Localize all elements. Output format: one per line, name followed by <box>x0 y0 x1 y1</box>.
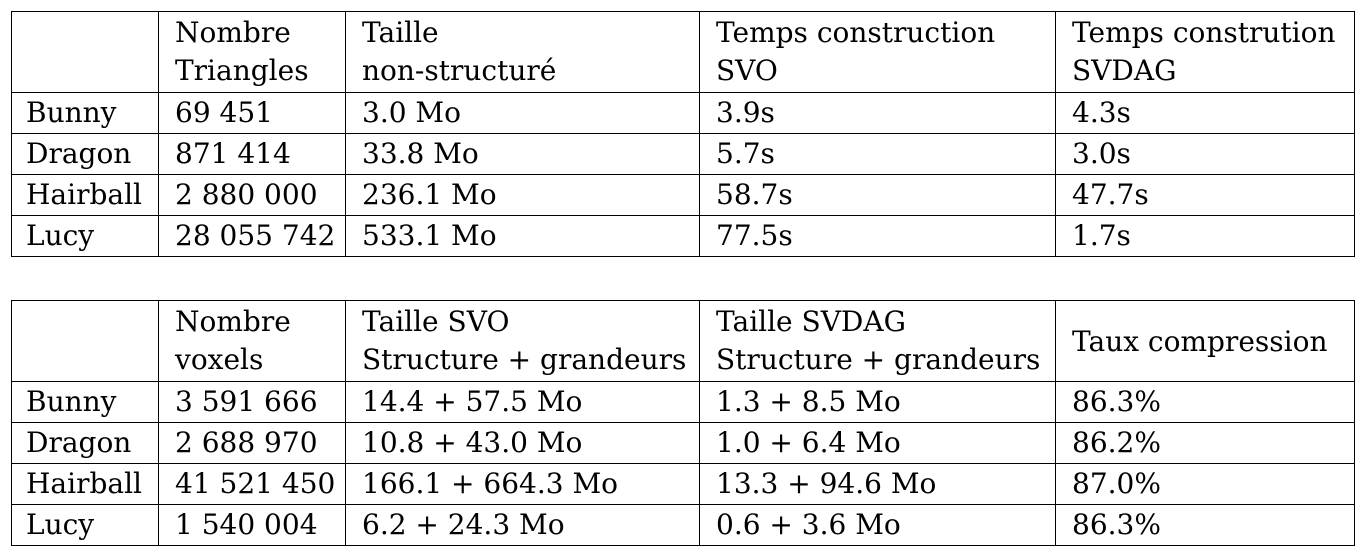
voxels-cell: 3 591 666 <box>158 381 346 423</box>
model-name-cell: Dragon <box>11 422 159 464</box>
header-line: Triangles <box>175 54 309 87</box>
model-name-cell: Bunny <box>11 92 159 134</box>
table-row: Hairball 41 521 450 166.1 + 664.3 Mo 13.… <box>11 463 1355 505</box>
header-line: Structure + grandeurs <box>362 343 687 376</box>
voxels-cell: 1 540 004 <box>158 504 346 546</box>
raw-size-cell: 533.1 Mo <box>345 215 700 257</box>
header-line: SVO <box>716 54 778 87</box>
svo-time-cell: 5.7s <box>699 133 1056 175</box>
header-cell-svo-size: Taille SVO Structure + grandeurs <box>345 300 700 382</box>
svdag-time-cell: 1.7s <box>1055 215 1355 257</box>
svdag-time-cell: 4.3s <box>1055 92 1355 134</box>
model-name-cell: Dragon <box>11 133 159 175</box>
header-cell-empty <box>11 11 159 93</box>
header-line: Nombre <box>175 16 291 49</box>
model-name-cell: Lucy <box>11 504 159 546</box>
table-row: Dragon 871 414 33.8 Mo 5.7s 3.0s <box>11 133 1355 175</box>
table-row: Lucy 1 540 004 6.2 + 24.3 Mo 0.6 + 3.6 M… <box>11 504 1355 546</box>
svdag-size-cell: 0.6 + 3.6 Mo <box>699 504 1056 546</box>
svdag-time-cell: 3.0s <box>1055 133 1355 175</box>
table-row: Bunny 69 451 3.0 Mo 3.9s 4.3s <box>11 92 1355 134</box>
triangles-cell: 2 880 000 <box>158 174 346 216</box>
model-name-cell: Lucy <box>11 215 159 257</box>
svo-time-cell: 58.7s <box>699 174 1056 216</box>
model-name-cell: Hairball <box>11 463 159 505</box>
triangle-size-time-table: Nombre Triangles Taille non-structuré Te… <box>11 11 1355 257</box>
compression-cell: 86.2% <box>1055 422 1355 464</box>
triangles-cell: 28 055 742 <box>158 215 346 257</box>
voxels-cell: 2 688 970 <box>158 422 346 464</box>
header-cell-compression: Taux compression <box>1055 300 1355 382</box>
compression-cell: 86.3% <box>1055 381 1355 423</box>
svdag-size-cell: 13.3 + 94.6 Mo <box>699 463 1056 505</box>
svo-size-cell: 14.4 + 57.5 Mo <box>345 381 700 423</box>
triangles-cell: 69 451 <box>158 92 346 134</box>
raw-size-cell: 33.8 Mo <box>345 133 700 175</box>
svo-time-cell: 77.5s <box>699 215 1056 257</box>
header-line: Temps construction <box>716 16 996 49</box>
svdag-size-cell: 1.3 + 8.5 Mo <box>699 381 1056 423</box>
svdag-time-cell: 47.7s <box>1055 174 1355 216</box>
header-line: Structure + grandeurs <box>716 343 1041 376</box>
triangles-cell: 871 414 <box>158 133 346 175</box>
header-cell-svdag-time: Temps constrution SVDAG <box>1055 11 1355 93</box>
model-name-cell: Bunny <box>11 381 159 423</box>
header-cell-empty <box>11 300 159 382</box>
table-row: Bunny 3 591 666 14.4 + 57.5 Mo 1.3 + 8.5… <box>11 381 1355 423</box>
header-line: Taille <box>362 16 439 49</box>
compression-cell: 86.3% <box>1055 504 1355 546</box>
header-cell-voxels: Nombre voxels <box>158 300 346 382</box>
svo-time-cell: 3.9s <box>699 92 1056 134</box>
table-row: Lucy 28 055 742 533.1 Mo 77.5s 1.7s <box>11 215 1355 257</box>
header-line: Taux compression <box>1072 325 1328 358</box>
header-line: Taille SVO <box>362 305 510 338</box>
raw-size-cell: 236.1 Mo <box>345 174 700 216</box>
svdag-size-cell: 1.0 + 6.4 Mo <box>699 422 1056 464</box>
header-line: voxels <box>175 343 264 376</box>
table-header-row: Nombre voxels Taille SVO Structure + gra… <box>11 300 1355 382</box>
compression-cell: 87.0% <box>1055 463 1355 505</box>
raw-size-cell: 3.0 Mo <box>345 92 700 134</box>
header-line: SVDAG <box>1072 54 1177 87</box>
header-cell-triangles: Nombre Triangles <box>158 11 346 93</box>
voxels-cell: 41 521 450 <box>158 463 346 505</box>
table-header-row: Nombre Triangles Taille non-structuré Te… <box>11 11 1355 93</box>
header-cell-raw-size: Taille non-structuré <box>345 11 700 93</box>
table-row: Dragon 2 688 970 10.8 + 43.0 Mo 1.0 + 6.… <box>11 422 1355 464</box>
header-line: Nombre <box>175 305 291 338</box>
svo-size-cell: 10.8 + 43.0 Mo <box>345 422 700 464</box>
table-row: Hairball 2 880 000 236.1 Mo 58.7s 47.7s <box>11 174 1355 216</box>
header-line: non-structuré <box>362 54 557 87</box>
header-cell-svdag-size: Taille SVDAG Structure + grandeurs <box>699 300 1056 382</box>
svo-size-cell: 6.2 + 24.3 Mo <box>345 504 700 546</box>
svo-size-cell: 166.1 + 664.3 Mo <box>345 463 700 505</box>
header-cell-svo-time: Temps construction SVO <box>699 11 1056 93</box>
header-line: Temps constrution <box>1072 16 1336 49</box>
model-name-cell: Hairball <box>11 174 159 216</box>
voxel-compression-table: Nombre voxels Taille SVO Structure + gra… <box>11 300 1355 546</box>
header-line: Taille SVDAG <box>716 305 906 338</box>
